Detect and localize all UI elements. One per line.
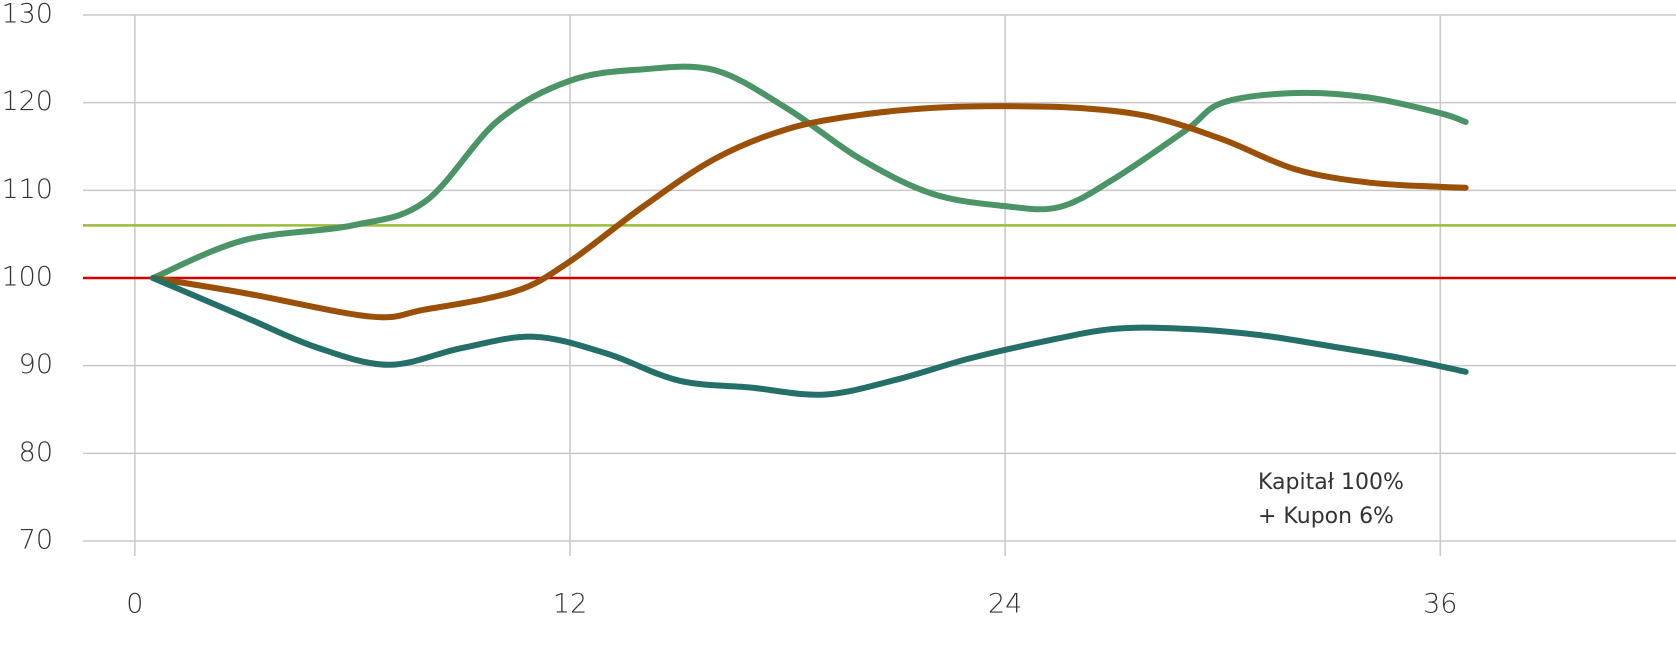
annotation: Kapitał 100% xyxy=(1258,470,1404,495)
x-tick-label: 36 xyxy=(1423,589,1457,620)
x-tick-label: 24 xyxy=(988,589,1022,620)
y-tick-label: 100 xyxy=(1,262,53,293)
series-line xyxy=(149,275,1469,398)
y-tick-label: 90 xyxy=(19,349,53,380)
x-tick-label: 0 xyxy=(126,589,143,620)
y-tick-label: 80 xyxy=(19,437,53,468)
y-tick-label: 130 xyxy=(1,0,53,30)
x-tick-label: 12 xyxy=(553,589,587,620)
annotation: + Kupon 6% xyxy=(1258,504,1394,529)
y-tick-label: 120 xyxy=(1,86,53,117)
series-line xyxy=(149,103,1469,321)
y-tick-label: 70 xyxy=(19,525,53,556)
series-line xyxy=(149,63,1469,281)
y-tick-label: 110 xyxy=(1,174,53,205)
